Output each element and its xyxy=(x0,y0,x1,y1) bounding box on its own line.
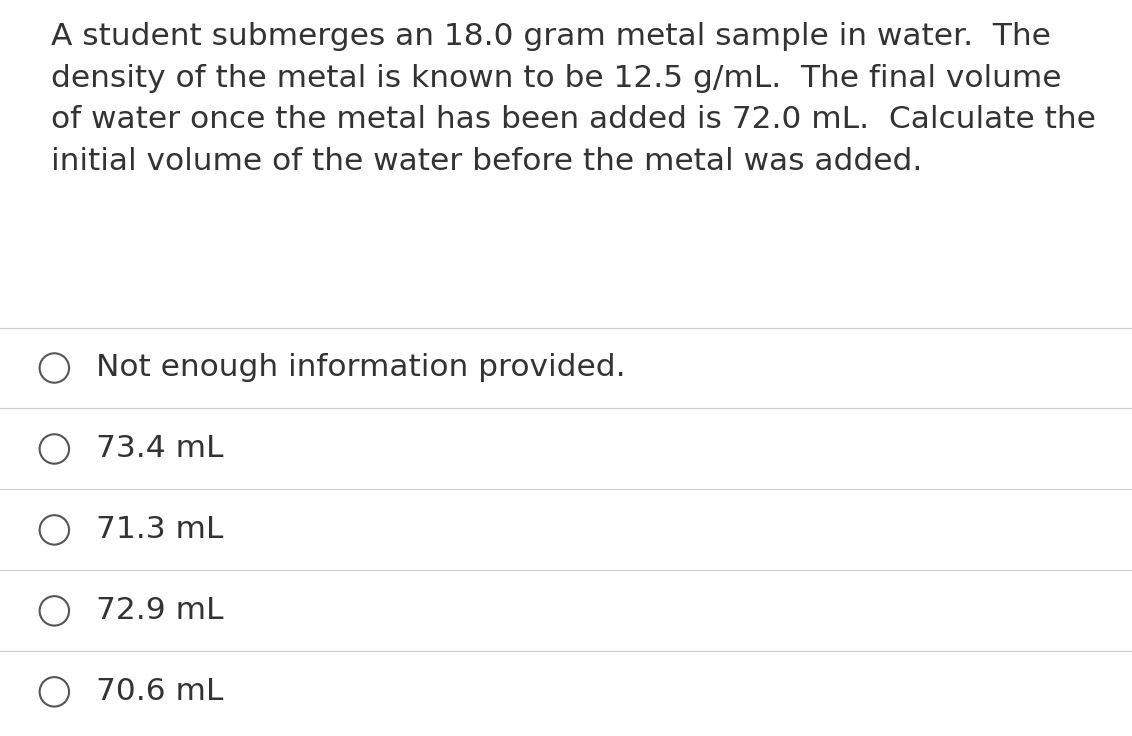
Text: 70.6 mL: 70.6 mL xyxy=(96,677,224,707)
Text: 72.9 mL: 72.9 mL xyxy=(96,596,224,626)
Text: 73.4 mL: 73.4 mL xyxy=(96,434,224,464)
Text: Not enough information provided.: Not enough information provided. xyxy=(96,353,626,383)
Text: A student submerges an 18.0 gram metal sample in water.  The
density of the meta: A student submerges an 18.0 gram metal s… xyxy=(51,22,1096,176)
Text: 71.3 mL: 71.3 mL xyxy=(96,515,224,545)
